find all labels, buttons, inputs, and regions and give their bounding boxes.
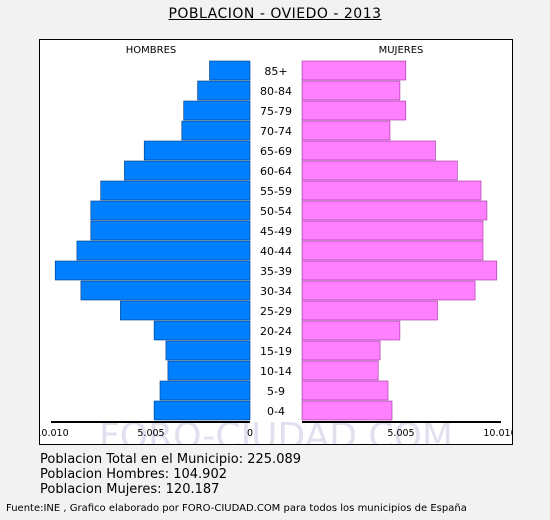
age-label-0-4: 0-4 [267, 405, 285, 418]
bar-mujeres-10-14 [301, 360, 379, 381]
age-label-55-59: 55-59 [260, 185, 292, 198]
bar-mujeres-40-44 [301, 240, 484, 261]
x-tick-label: 5.005 [387, 428, 414, 439]
age-label-65-69: 65-69 [260, 145, 292, 158]
bar-mujeres-85+ [301, 60, 407, 81]
mujeres-header: MUJERES [379, 45, 424, 56]
bar-mujeres-75-79 [301, 100, 407, 121]
age-label-30-34: 30-34 [260, 285, 292, 298]
bar-mujeres-30-34 [301, 280, 476, 301]
age-label-5-9: 5-9 [267, 385, 285, 398]
bar-mujeres-65-69 [301, 140, 436, 161]
bar-mujeres-15-19 [301, 340, 381, 361]
x-tick-label: 0 [247, 428, 253, 439]
x-tick-label: 10.010 [40, 428, 69, 439]
age-label-80-84: 80-84 [260, 85, 292, 98]
bar-hombres-30-34 [80, 280, 251, 301]
age-label-70-74: 70-74 [260, 125, 292, 138]
x-tick-label: 5.005 [137, 428, 164, 439]
chart-frame: FORO-CIUDAD.COM HOMBRES MUJERES 85+ 80-84… [39, 39, 513, 445]
age-labels-layer: 85+ 80-84 75-79 70-74 65-69 60-64 55-59 50-54 45… [260, 65, 292, 418]
bar-mujeres-80-84 [301, 80, 401, 101]
bar-mujeres-20-24 [301, 320, 401, 341]
age-label-50-54: 50-54 [260, 205, 292, 218]
bar-hombres-60-64 [124, 160, 251, 181]
bar-hombres-85+ [209, 60, 251, 81]
age-label-60-64: 60-64 [260, 165, 292, 178]
source-note: Fuente:INE , Grafico elaborado por FORO-… [6, 503, 467, 514]
age-label-75-79: 75-79 [260, 105, 292, 118]
age-label-20-24: 20-24 [260, 325, 292, 338]
bar-hombres-80-84 [197, 80, 251, 101]
age-label-15-19: 15-19 [260, 345, 292, 358]
chart-title: POBLACION - OVIEDO - 2013 [168, 6, 382, 22]
bar-hombres-5-9 [159, 380, 251, 401]
bar-hombres-40-44 [76, 240, 251, 261]
bar-hombres-0-4 [153, 400, 251, 421]
bars-layer [54, 60, 498, 421]
bar-mujeres-50-54 [301, 200, 488, 221]
bar-hombres-50-54 [90, 200, 251, 221]
bar-hombres-55-59 [100, 180, 251, 201]
x-axis: 10.010 5.005 0 5.005 10.010 [40, 421, 512, 439]
age-label-45-49: 45-49 [260, 225, 292, 238]
male-population-text: Poblacion Hombres: 104.902 [40, 467, 227, 482]
bar-mujeres-35-39 [301, 260, 498, 281]
age-label-35-39: 35-39 [260, 265, 292, 278]
bar-mujeres-45-49 [301, 220, 484, 241]
x-tick-label: 10.010 [483, 428, 512, 439]
hombres-header: HOMBRES [126, 45, 177, 56]
bar-mujeres-5-9 [301, 380, 389, 401]
age-label-25-29: 25-29 [260, 305, 292, 318]
population-pyramid: FORO-CIUDAD.COM HOMBRES MUJERES 85+ 80-84… [40, 45, 512, 444]
bar-hombres-15-19 [165, 340, 251, 361]
bar-hombres-10-14 [167, 360, 251, 381]
watermark: FORO-CIUDAD.COM [99, 416, 453, 444]
bar-mujeres-70-74 [301, 120, 391, 141]
bar-mujeres-0-4 [301, 400, 393, 421]
bar-hombres-25-29 [120, 300, 251, 321]
bar-hombres-75-79 [183, 100, 251, 121]
bar-hombres-70-74 [181, 120, 251, 141]
bar-hombres-45-49 [90, 220, 251, 241]
age-label-10-14: 10-14 [260, 365, 292, 378]
age-label-85+: 85+ [264, 65, 287, 78]
bar-hombres-35-39 [54, 260, 251, 281]
bar-hombres-20-24 [153, 320, 251, 341]
age-label-40-44: 40-44 [260, 245, 292, 258]
bar-mujeres-25-29 [301, 300, 438, 321]
bar-mujeres-60-64 [301, 160, 458, 181]
female-population-text: Poblacion Mujeres: 120.187 [40, 482, 220, 497]
total-population-text: Poblacion Total en el Municipio: 225.089 [40, 452, 302, 467]
bar-mujeres-55-59 [301, 180, 482, 201]
bar-hombres-65-69 [143, 140, 251, 161]
